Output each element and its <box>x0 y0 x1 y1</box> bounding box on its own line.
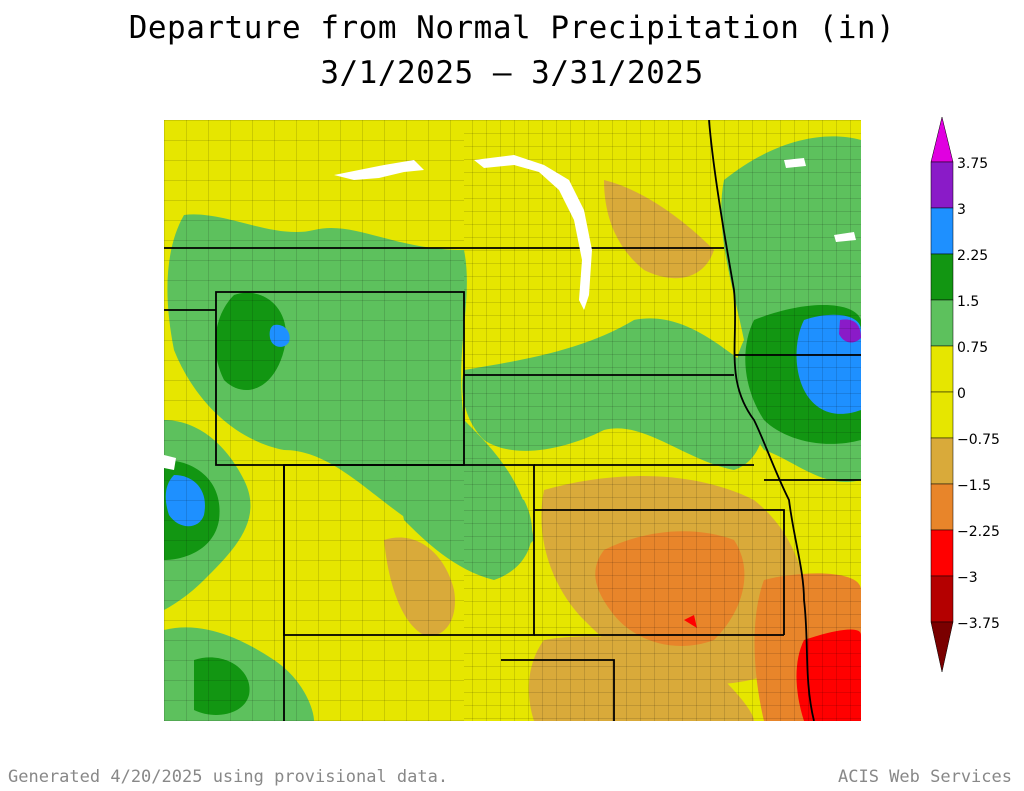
lake-sakakawea <box>334 160 424 180</box>
source-credit: ACIS Web Services <box>838 767 1012 787</box>
legend-label-2.25: 2.25 <box>957 248 989 264</box>
legend-label-1.5: 1.5 <box>957 294 980 310</box>
legend-label-3.75: 3.75 <box>957 156 989 172</box>
legend-swatch-2.25-3 <box>930 207 954 255</box>
county-grid-west <box>164 120 464 721</box>
legend-label-neg1.5: −1.5 <box>957 478 991 494</box>
boundary-oklahoma-panhandle <box>501 659 615 721</box>
legend-label-0: 0 <box>957 386 966 402</box>
boundary-ks-east <box>534 509 785 635</box>
legend-bar <box>930 116 954 673</box>
map-title: Departure from Normal Precipitation (in) <box>128 10 896 46</box>
lake-colorado <box>164 455 176 470</box>
lakes <box>164 155 856 470</box>
legend-label-neg3: −3 <box>957 570 978 586</box>
legend-swatch-neg3-neg2.25 <box>930 529 954 577</box>
legend-swatch-0.75-1.5 <box>930 299 954 347</box>
boundary-missouri-river <box>708 120 815 721</box>
legend-swatch-neg2.25-neg1.5 <box>930 483 954 531</box>
legend-label-neg0.75: −0.75 <box>957 432 1000 448</box>
legend-arrow-bottom <box>930 621 954 673</box>
color-scale-legend <box>930 116 954 673</box>
legend-label-neg3.75: −3.75 <box>957 616 1000 632</box>
lake-oahe <box>474 155 592 310</box>
lake-iowa-1 <box>784 158 806 168</box>
legend-arrow-top <box>930 116 954 163</box>
lake-iowa-2 <box>834 232 856 242</box>
legend-swatch-neg1.5-neg0.75 <box>930 437 954 485</box>
legend-swatch-3-3.75 <box>930 161 954 209</box>
legend-label-3: 3 <box>957 202 966 218</box>
legend-swatch-1.5-2.25 <box>930 253 954 301</box>
legend-label-neg2.25: −2.25 <box>957 524 1000 540</box>
legend-label-0.75: 0.75 <box>957 340 989 356</box>
legend-swatch-neg3.75-neg3 <box>930 575 954 623</box>
legend-swatch-0-0.75 <box>930 345 954 393</box>
precipitation-departure-map <box>164 120 861 721</box>
generated-note: Generated 4/20/2025 using provisional da… <box>8 767 449 787</box>
map-date-range: 3/1/2025 – 3/31/2025 <box>320 55 704 91</box>
state-boundaries <box>164 120 861 721</box>
legend-swatch-neg0.75-0 <box>930 391 954 439</box>
county-grid-east <box>464 120 861 721</box>
